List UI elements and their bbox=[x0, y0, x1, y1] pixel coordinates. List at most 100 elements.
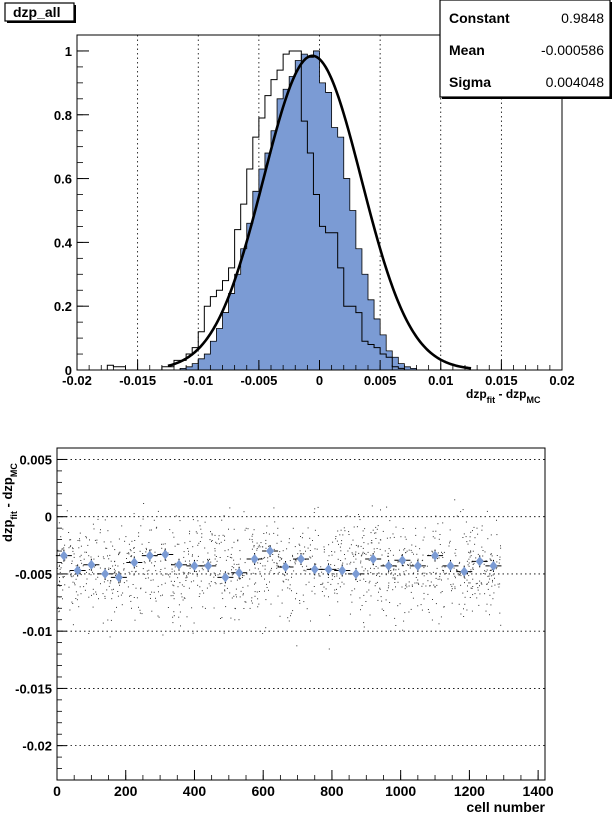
scatter-point bbox=[235, 569, 237, 571]
scatter-point bbox=[117, 595, 119, 597]
scatter-point bbox=[93, 558, 95, 560]
scatter-point bbox=[68, 586, 70, 588]
scatter-point bbox=[289, 588, 291, 590]
scatter-point bbox=[97, 555, 99, 557]
scatter-point bbox=[456, 569, 458, 571]
scatter-point bbox=[441, 551, 442, 553]
scatter-point bbox=[479, 580, 481, 582]
scatter-point bbox=[410, 561, 412, 563]
scatter-point bbox=[265, 627, 267, 629]
scatter-point bbox=[80, 545, 82, 547]
scatter-point bbox=[57, 606, 59, 608]
scatter-point bbox=[265, 543, 267, 545]
scatter-point bbox=[432, 599, 433, 600]
scatter-point bbox=[335, 536, 337, 537]
scatter-point bbox=[235, 594, 237, 596]
scatter-point bbox=[181, 584, 183, 586]
scatter-point bbox=[485, 571, 487, 573]
scatter-point bbox=[372, 529, 374, 531]
scatter-point bbox=[281, 602, 283, 604]
scatter-x-tick-label: 800 bbox=[320, 783, 344, 799]
profile-point bbox=[413, 560, 422, 571]
scatter-point bbox=[252, 533, 254, 535]
scatter-point bbox=[113, 588, 114, 590]
profile-point bbox=[221, 572, 230, 583]
scatter-point bbox=[211, 533, 213, 535]
stats-box-frame bbox=[439, 0, 611, 98]
scatter-point bbox=[188, 572, 190, 573]
scatter-point bbox=[189, 572, 191, 574]
scatter-point bbox=[472, 569, 474, 570]
scatter-point bbox=[386, 537, 388, 539]
scatter-point bbox=[344, 530, 346, 532]
scatter-point bbox=[131, 540, 133, 542]
scatter-point bbox=[249, 607, 251, 609]
scatter-point bbox=[108, 585, 110, 587]
scatter-point bbox=[253, 546, 255, 548]
scatter-point bbox=[334, 576, 336, 578]
scatter-point bbox=[336, 593, 338, 595]
scatter-point bbox=[259, 562, 261, 564]
scatter-point bbox=[340, 529, 342, 531]
scatter-point bbox=[273, 532, 275, 534]
scatter-point bbox=[365, 553, 367, 555]
scatter-point bbox=[491, 569, 493, 570]
scatter-point bbox=[158, 591, 159, 593]
scatter-x-tick-label: 1200 bbox=[454, 783, 485, 799]
scatter-point bbox=[311, 590, 313, 592]
scatter-point bbox=[249, 569, 251, 571]
scatter-point bbox=[128, 543, 130, 545]
scatter-point bbox=[73, 553, 75, 555]
scatter-point bbox=[363, 622, 365, 624]
scatter-point bbox=[290, 615, 291, 617]
scatter-point bbox=[274, 573, 276, 574]
scatter-point bbox=[88, 633, 90, 634]
scatter-point bbox=[171, 568, 173, 570]
scatter-point bbox=[385, 599, 387, 601]
scatter-point bbox=[199, 593, 201, 595]
scatter-point bbox=[174, 580, 175, 582]
stat-value-mean: -0.000586 bbox=[541, 42, 604, 58]
scatter-point bbox=[200, 528, 202, 530]
scatter-point bbox=[348, 531, 350, 533]
scatter-point bbox=[251, 597, 253, 599]
scatter-point bbox=[442, 569, 444, 571]
scatter-point bbox=[457, 570, 459, 572]
scatter-point bbox=[92, 523, 94, 525]
scatter-point bbox=[334, 589, 336, 591]
scatter-point bbox=[490, 534, 492, 536]
scatter-point bbox=[454, 575, 456, 577]
scatter-point bbox=[88, 569, 90, 571]
scatter-point bbox=[227, 549, 229, 551]
scatter-point bbox=[370, 542, 372, 544]
scatter-point bbox=[427, 593, 429, 595]
scatter-point bbox=[296, 557, 298, 559]
scatter-point bbox=[320, 566, 322, 568]
scatter-point bbox=[198, 542, 200, 544]
scatter-point bbox=[402, 629, 404, 631]
scatter-point bbox=[87, 544, 89, 546]
scatter-point bbox=[286, 548, 288, 550]
scatter-point bbox=[478, 604, 480, 606]
scatter-point bbox=[488, 581, 490, 583]
scatter-point bbox=[486, 569, 488, 571]
scatter-point bbox=[405, 538, 407, 540]
scatter-point bbox=[72, 550, 74, 552]
scatter-point bbox=[223, 515, 225, 517]
scatter-point bbox=[123, 569, 125, 571]
scatter-point bbox=[180, 593, 182, 595]
scatter-point bbox=[301, 537, 303, 539]
scatter-point bbox=[500, 547, 502, 549]
scatter-point bbox=[118, 538, 120, 540]
scatter-point bbox=[217, 574, 219, 576]
scatter-point bbox=[133, 597, 135, 598]
scatter-plot-area bbox=[57, 448, 545, 780]
scatter-x-tick-label: 200 bbox=[114, 783, 138, 799]
scatter-x-tick-label: 1000 bbox=[385, 783, 416, 799]
scatter-point bbox=[456, 569, 458, 571]
scatter-point bbox=[72, 548, 74, 550]
scatter-point bbox=[468, 551, 470, 553]
scatter-point bbox=[155, 570, 157, 572]
scatter-point bbox=[196, 532, 198, 534]
scatter-point bbox=[357, 545, 359, 547]
